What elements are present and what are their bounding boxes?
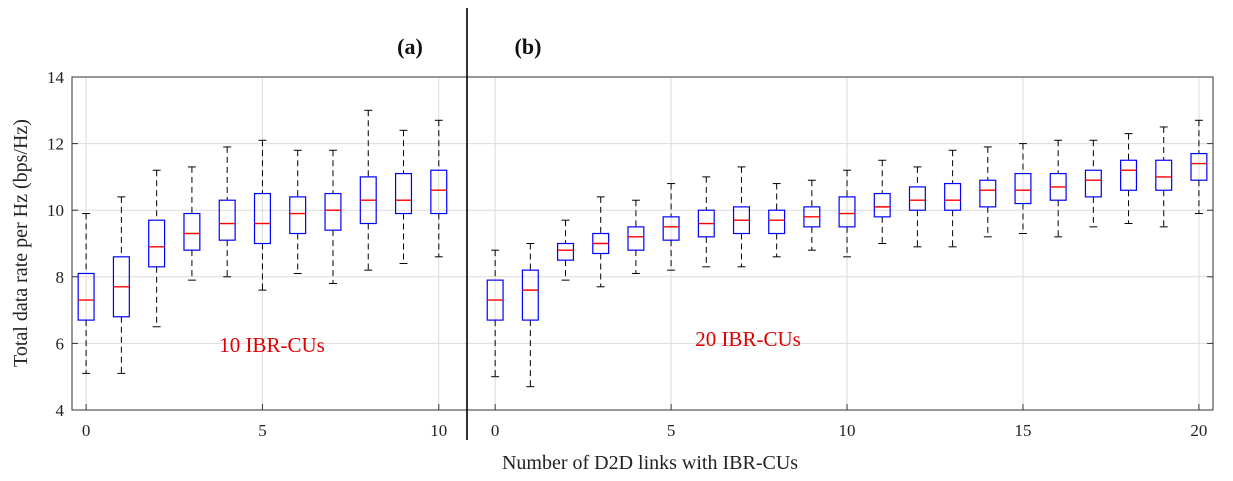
iqr-box [768, 209, 786, 235]
box-a-4 [218, 146, 236, 278]
box-a-9 [394, 129, 413, 264]
box-b-11 [873, 159, 891, 244]
iqr-box [944, 182, 962, 211]
annotation-20-ibr-cus: 20 IBR-CUs [695, 327, 801, 351]
y-tick-label: 14 [47, 68, 65, 87]
iqr-box [1190, 152, 1208, 181]
x-tick-label: 20 [1190, 421, 1207, 440]
iqr-box [430, 169, 448, 215]
iqr-box [662, 216, 680, 241]
box-b-19 [1155, 126, 1173, 228]
x-tick-label: 0 [82, 421, 91, 440]
y-tick-label: 10 [47, 201, 64, 220]
iqr-box [873, 192, 891, 218]
box-b-1 [521, 243, 539, 388]
box-b-3 [592, 196, 610, 288]
box-b-7 [732, 166, 750, 268]
x-axis: 0 5 10 0 5 10 15 20 [82, 404, 1207, 440]
iqr-box [557, 242, 575, 261]
y-tick-label: 4 [56, 401, 65, 420]
iqr-box [908, 186, 926, 211]
iqr-box [324, 192, 342, 231]
x-tick-label: 10 [430, 421, 447, 440]
box-a-7 [324, 149, 342, 284]
y-axis-label: Total data rate per Hz (bps/Hz) [10, 119, 32, 367]
iqr-box [289, 196, 307, 235]
box-a-6 [289, 149, 307, 274]
box-b-18 [1120, 133, 1138, 225]
iqr-box [979, 179, 997, 208]
box-b-16 [1049, 139, 1067, 238]
box-a-5 [253, 139, 271, 291]
iqr-box [394, 172, 413, 215]
box-a-10 [430, 119, 448, 258]
box-b-4 [627, 199, 645, 274]
box-a-3 [183, 166, 201, 281]
iqr-box [627, 226, 645, 251]
x-tick-label: 0 [491, 421, 500, 440]
box-b-20 [1190, 119, 1208, 215]
box-b-9 [803, 179, 821, 251]
iqr-box [218, 199, 236, 241]
x-tick-label: 5 [258, 421, 267, 440]
iqr-box [1014, 172, 1032, 205]
iqr-box [253, 192, 271, 245]
iqr-box [1120, 159, 1138, 191]
y-tick-label: 8 [56, 268, 65, 287]
box-b-12 [908, 166, 926, 248]
box-b-8 [768, 183, 786, 258]
box-a-1 [112, 196, 130, 374]
box-b-13 [944, 149, 962, 248]
box-b-5 [662, 183, 680, 271]
box-a-2 [148, 169, 166, 328]
box-a-0 [77, 213, 95, 374]
x-tick-label: 15 [1014, 421, 1031, 440]
panel-label-a: (a) [397, 34, 423, 59]
box-b-0 [486, 249, 504, 378]
box-b-6 [697, 176, 715, 268]
iqr-box [148, 219, 166, 268]
box-b-2 [557, 219, 575, 281]
iqr-box [1084, 169, 1102, 198]
x-tick-label: 10 [839, 421, 856, 440]
iqr-box [77, 272, 95, 321]
plot-frame [71, 76, 1214, 411]
boxes-layer [77, 109, 1208, 388]
box-a-8 [359, 109, 377, 271]
iqr-box [838, 196, 856, 228]
iqr-box [183, 212, 201, 251]
box-b-14 [979, 146, 997, 238]
iqr-box [521, 269, 539, 321]
box-b-15 [1014, 143, 1032, 235]
box-b-10 [838, 169, 856, 258]
annotation-10-ibr-cus: 10 IBR-CUs [219, 333, 325, 357]
grid-layer [72, 76, 1213, 411]
x-axis-label: Number of D2D links with IBR-CUs [502, 452, 798, 474]
y-tick-label: 6 [56, 334, 65, 353]
y-tick-label: 12 [47, 135, 64, 154]
box-b-17 [1084, 139, 1102, 228]
iqr-box [1155, 159, 1173, 191]
y-axis: 4 6 8 10 12 14 [47, 68, 1213, 420]
panel-label-b: (b) [515, 34, 542, 59]
x-tick-label: 5 [667, 421, 676, 440]
